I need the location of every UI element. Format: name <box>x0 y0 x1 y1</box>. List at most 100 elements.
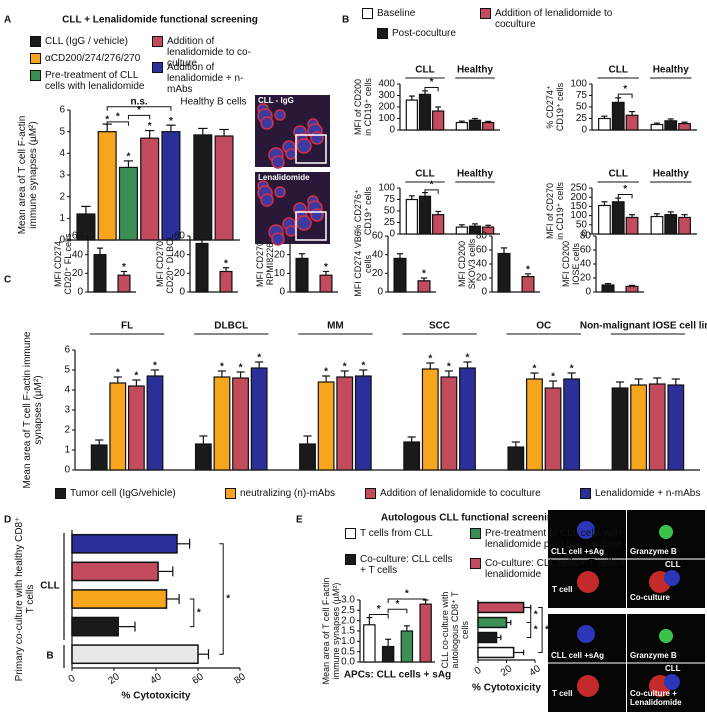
granzyme <box>659 525 673 539</box>
legend-swatch <box>152 62 163 73</box>
cell <box>271 155 285 169</box>
y-tick-label: 400 <box>378 79 395 90</box>
y-tick-label: 100 <box>378 183 395 194</box>
legend-item: Post-coculture <box>377 28 477 39</box>
y-tick-label: 80 <box>476 231 488 242</box>
significance-label: * <box>224 258 228 269</box>
significance-label: * <box>116 368 120 379</box>
legend-label: Addition of lenalidomide + n-mAbs <box>167 62 244 95</box>
significance-label: * <box>116 112 120 123</box>
legend-item: Pre-treatment of CLL cells with lenalido… <box>470 528 635 550</box>
y-axis-label: MFI CD274 CD20⁺ FL cells <box>53 233 73 295</box>
y-tick-label: 1.5 <box>341 626 355 637</box>
significance-label: * <box>405 589 409 600</box>
y-tick-label: 4 <box>64 385 70 396</box>
legend-item: Addition of lenalidomide to coculture <box>480 8 655 30</box>
inset <box>295 211 327 241</box>
legend-label: T cells from CLL <box>360 528 433 539</box>
significance-label: * <box>239 363 243 374</box>
y-tick-label: 6 <box>59 105 65 116</box>
y-tick-label: 60 <box>372 231 384 242</box>
y-tick-label: 2.5 <box>341 605 355 616</box>
cell <box>296 215 312 231</box>
legend-label: Co-culture: CLL cells + T cells <box>360 554 453 576</box>
legend-swatch <box>30 53 41 64</box>
significance-bracket <box>127 114 151 120</box>
legend-item: Addition of lenalidomide + n-mAbs <box>152 62 262 95</box>
legend-swatch <box>152 36 163 47</box>
legend-label: Co-culture: CLL cells + T cells + lenali… <box>485 558 626 580</box>
y-tick-label: 60 <box>476 245 488 256</box>
y-tick-label: 100 <box>570 210 587 221</box>
legend-swatch <box>470 558 481 569</box>
significance-label: * <box>226 594 230 605</box>
significance-bracket <box>368 613 389 619</box>
significance-label: * <box>343 362 347 373</box>
legend-item: T cells from CLL <box>345 528 460 539</box>
significance-bracket <box>526 622 532 638</box>
significance-label: * <box>396 599 400 610</box>
category-label: CLL <box>609 65 628 76</box>
legend-item: neutralizing (n)-mAbs <box>225 488 365 499</box>
panel-letter: C <box>4 275 11 286</box>
category-label: CLL <box>415 169 434 180</box>
y-tick-label: 250 <box>570 183 587 194</box>
significance-bracket <box>189 598 195 628</box>
legend-item: Addition of lenalidomide to coculture <box>365 488 575 499</box>
y-tick-label: 40 <box>174 249 186 260</box>
legend-item: Co-culture: CLL cells + T cells + lenali… <box>470 558 630 580</box>
y-axis-label: Mean area of T cell F-actin immune synap… <box>22 331 44 489</box>
significance-bracket <box>424 86 439 92</box>
y-tick-label: 40 <box>72 249 84 260</box>
category-label: Healthy <box>457 65 494 76</box>
y-tick-label: 60 <box>580 245 592 256</box>
significance-label: * <box>324 262 328 273</box>
y-tick-label: 5 <box>64 365 70 376</box>
category-label: DLBCL <box>214 321 248 332</box>
legend-swatch <box>365 488 376 499</box>
micrograph-label: T cell <box>552 689 573 698</box>
significance-label: * <box>134 371 138 382</box>
y-axis-label: MFI CD200 SKOV3 cells <box>457 238 477 290</box>
significance-label: * <box>623 84 627 95</box>
y-tick-label: 100 <box>570 79 587 90</box>
y-tick-label: 40 <box>372 249 384 260</box>
y-tick-label: 0 <box>377 287 383 298</box>
panel-letter: E <box>296 515 303 526</box>
y-tick-label: 20 <box>372 268 384 279</box>
significance-bracket <box>387 608 408 614</box>
cell <box>577 625 595 643</box>
chart-title: CLL + Lenalidomide functional screening <box>62 15 258 26</box>
y-tick-label: 0 <box>77 287 83 298</box>
legend-label: neutralizing (n)-mAbs <box>240 488 336 499</box>
legend-swatch <box>377 28 388 39</box>
significance-label: * <box>551 372 555 383</box>
granzyme <box>659 629 673 643</box>
y-tick-label: 3 <box>59 170 65 181</box>
significance-label: * <box>526 264 530 275</box>
significance-label: * <box>532 364 536 375</box>
legend-label: Tumor cell (IgG/vehicle) <box>70 488 176 499</box>
y-axis-label: MFI CD270 RPMI8226 <box>255 241 275 288</box>
category-label: OC <box>536 321 551 332</box>
y-axis-label: MFI CD200 IOSE cells <box>561 241 581 288</box>
legend-swatch <box>580 488 591 499</box>
significance-bracket <box>387 598 427 603</box>
category-label: Healthy <box>457 169 494 180</box>
y-tick-label: 0 <box>481 287 487 298</box>
y-tick-label: 75 <box>576 90 588 101</box>
y-tick-label: 50 <box>576 102 588 113</box>
micrograph-label: CLL cell +sAg <box>551 651 604 660</box>
y-tick-label: 60 <box>72 231 84 242</box>
y-tick-label: 3 <box>64 405 70 416</box>
significance-label: * <box>324 367 328 378</box>
legend-label: Addition of lenalidomide to coculture <box>380 488 541 499</box>
y-tick-label: 1 <box>59 213 65 224</box>
category-label: FL <box>121 321 133 332</box>
x-axis-label: % Cytotoxicity <box>472 683 541 694</box>
significance-bracket <box>106 106 172 111</box>
significance-label: * <box>447 362 451 373</box>
micrograph-label: CLL <box>665 560 681 569</box>
